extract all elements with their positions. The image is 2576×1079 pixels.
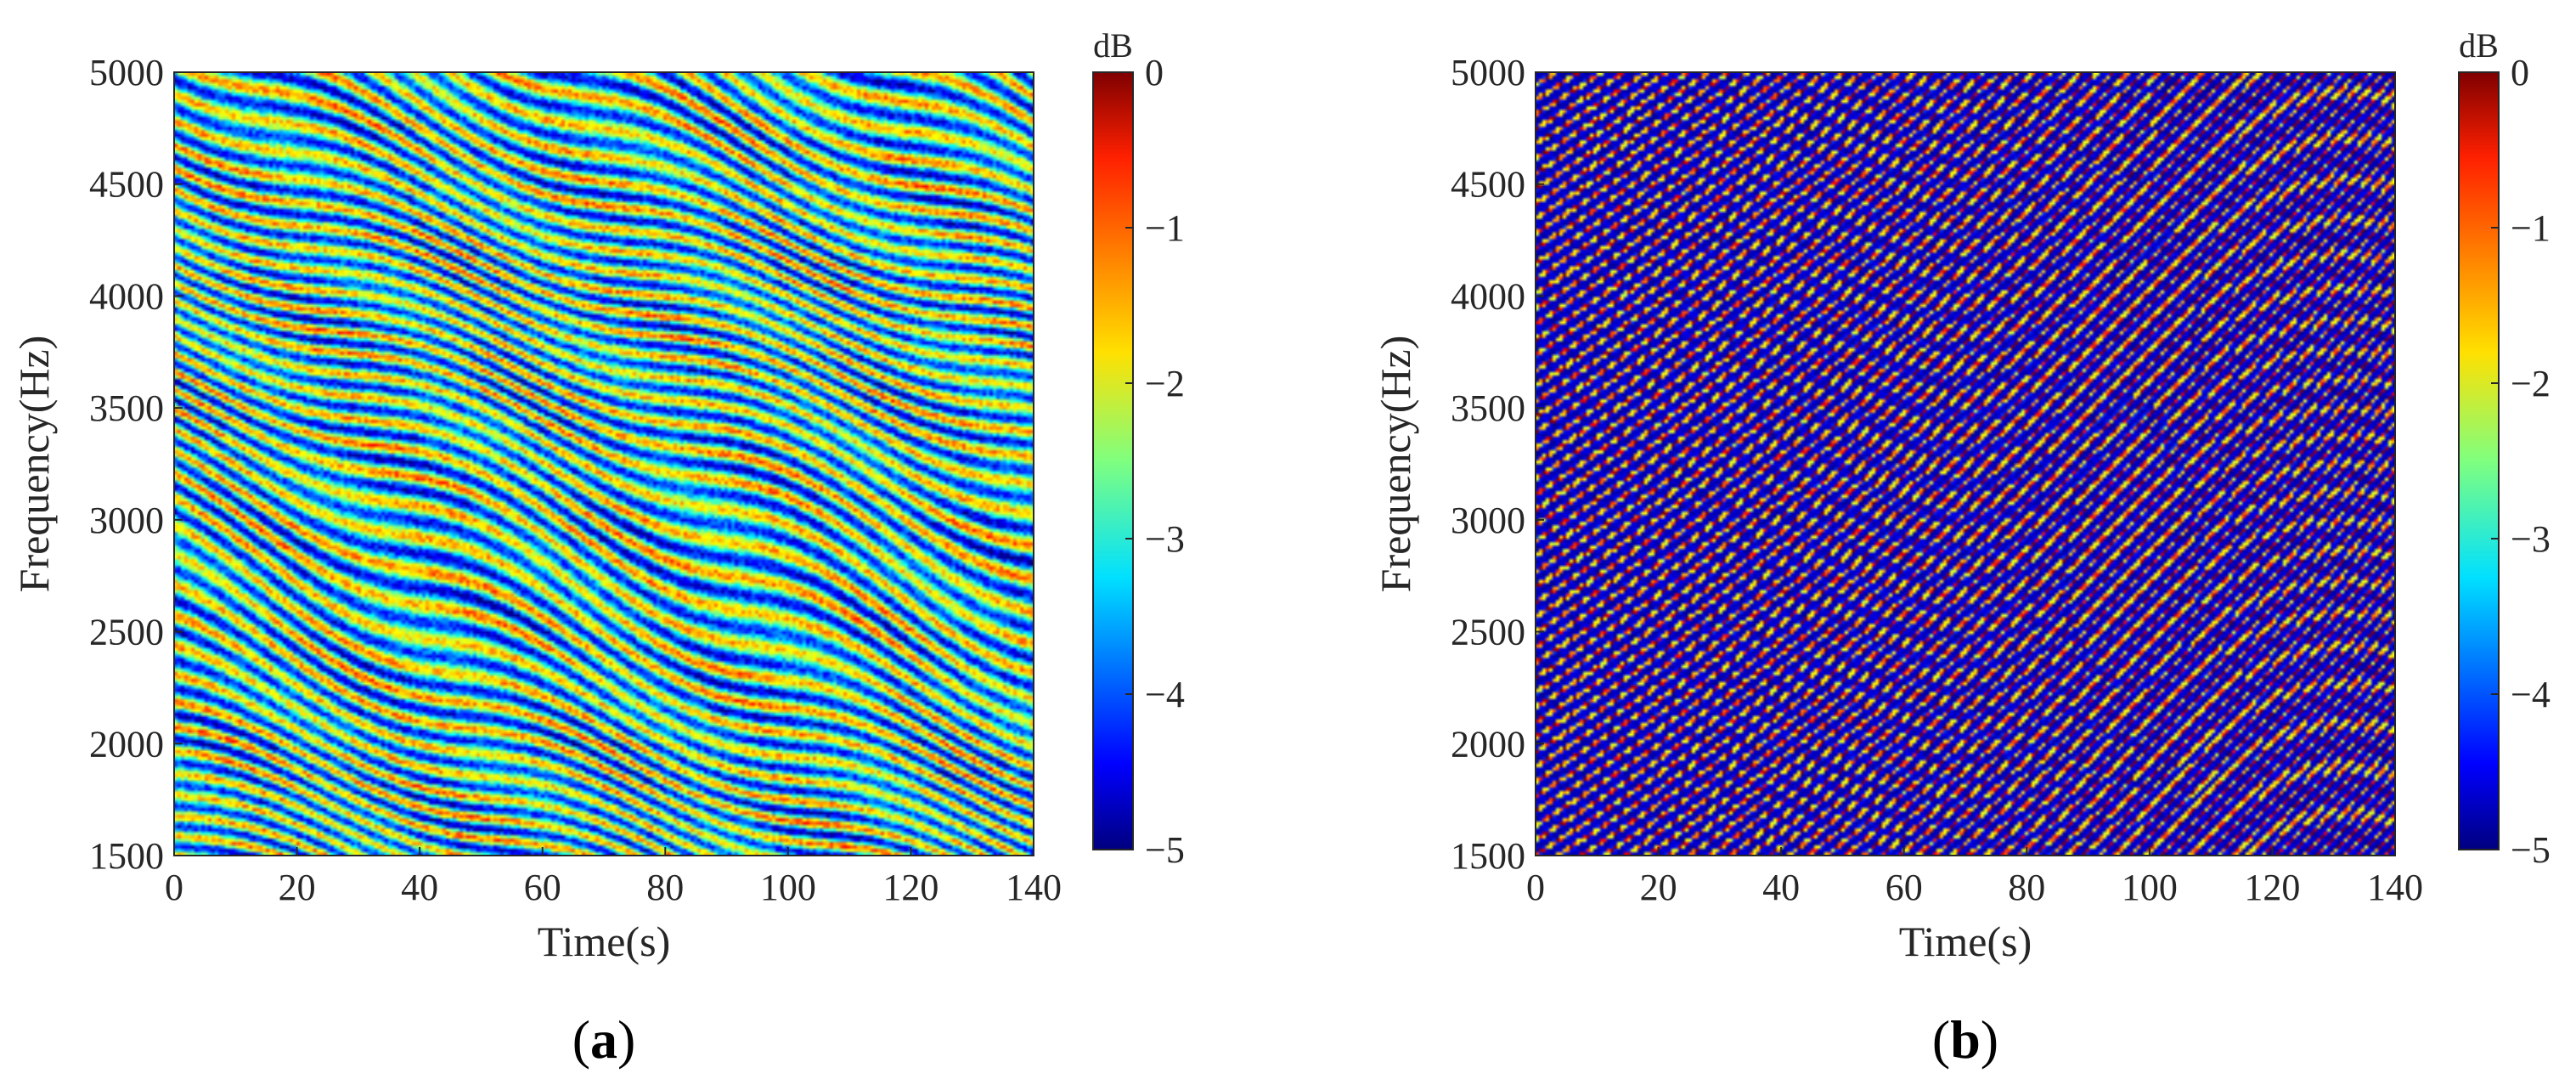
y-tick-label: 1500 (1451, 835, 1525, 877)
x-tick-label: 0 (1526, 867, 1545, 908)
x-tick-label: 80 (2008, 867, 2045, 908)
panel-label: (b) (1932, 1009, 1998, 1070)
x-axis-title: Time(s) (538, 918, 671, 965)
y-tick-label: 3500 (1451, 387, 1525, 429)
colorbar-tick-label: −3 (2511, 518, 2551, 560)
colorbar-tick-label: −1 (1145, 207, 1185, 249)
colorbar-tick-label: 0 (1145, 52, 1164, 93)
y-axis-title: Frequency(Hz) (10, 336, 58, 593)
x-tick-label: 20 (279, 867, 316, 908)
plot-frame (173, 71, 1034, 856)
y-tick-label: 4000 (89, 275, 164, 317)
colorbar-tick-label: −4 (2511, 674, 2551, 715)
y-tick-label: 2000 (1451, 723, 1525, 765)
x-tick-label: 80 (646, 867, 684, 908)
x-tick-label: 40 (401, 867, 438, 908)
x-tick-label: 0 (165, 867, 183, 908)
y-tick-label: 3000 (1451, 500, 1525, 541)
panel-label: (a) (572, 1009, 636, 1070)
x-tick-label: 60 (1885, 867, 1923, 908)
plot-frame (1535, 71, 2396, 856)
spectrogram-image (174, 72, 1034, 856)
y-tick-label: 2500 (89, 612, 164, 653)
y-tick-label: 3000 (89, 500, 164, 541)
colorbar-unit-label: dB (1093, 26, 1133, 65)
y-axis-title: Frequency(Hz) (1372, 336, 1419, 593)
y-tick-label: 3500 (89, 387, 164, 429)
colorbar (1092, 71, 1134, 850)
colorbar-tick-label: −3 (1145, 518, 1185, 560)
colorbar-tick-label: −1 (2511, 207, 2551, 249)
spectrogram-image (1536, 72, 2395, 856)
x-tick-label: 60 (524, 867, 561, 908)
x-tick-label: 140 (1006, 867, 1062, 908)
x-tick-label: 120 (2244, 867, 2300, 908)
spectrogram-panel-a: 0 20 40 60 80 100 120 140 1500 2000 2500 3000 3500 40… (10, 26, 1185, 1070)
colorbar-tick-label: −4 (1145, 674, 1185, 715)
y-tick-label: 4000 (1451, 275, 1525, 317)
colorbar-tick-label: −2 (1145, 363, 1185, 404)
x-tick-label: 20 (1640, 867, 1677, 908)
x-tick-label: 140 (2367, 867, 2423, 908)
colorbar-unit-label: dB (2459, 26, 2499, 65)
colorbar-tick-label: −5 (1145, 829, 1185, 871)
y-tick-label: 1500 (89, 835, 164, 877)
y-tick-label: 2000 (89, 723, 164, 765)
colorbar (2458, 71, 2500, 850)
colorbar-tick-label: −5 (2511, 829, 2551, 871)
x-tick-label: 100 (760, 867, 816, 908)
x-axis-title: Time(s) (1899, 918, 2032, 965)
y-tick-label: 5000 (89, 52, 164, 93)
y-tick-label: 5000 (1451, 52, 1525, 93)
x-tick-label: 120 (882, 867, 939, 908)
y-tick-label: 4500 (89, 164, 164, 206)
colorbar-tick-label: 0 (2511, 52, 2529, 93)
y-tick-label: 2500 (1451, 612, 1525, 653)
x-tick-label: 100 (2122, 867, 2178, 908)
colorbar-tick-label: −2 (2511, 363, 2551, 404)
x-tick-label: 40 (1762, 867, 1800, 908)
y-tick-label: 4500 (1451, 164, 1525, 206)
spectrogram-panel-b: 0 20 40 60 80 100 120 140 1500 2000 2500 3000 3500 40… (1372, 26, 2551, 1070)
